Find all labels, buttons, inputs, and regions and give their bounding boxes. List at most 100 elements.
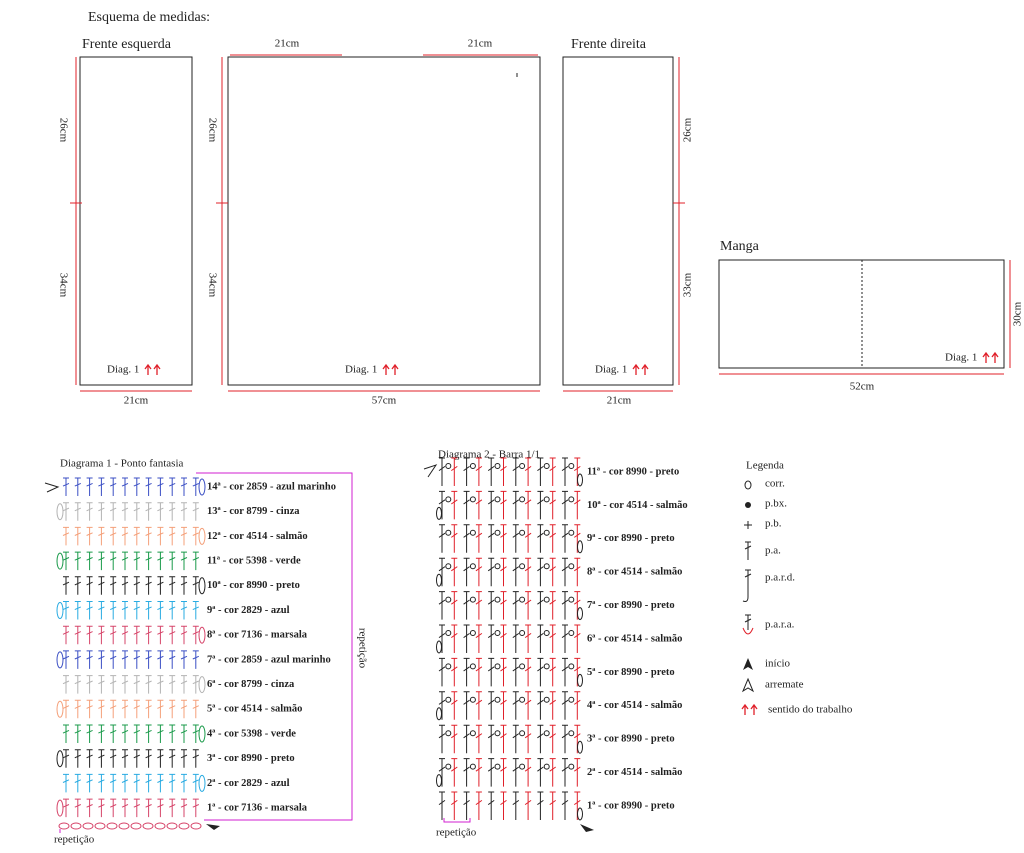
row-label: 7ª - cor 2859 - azul marinho: [207, 654, 331, 665]
stitch: [561, 724, 569, 754]
stitch: [561, 524, 569, 553]
stitch: [475, 691, 483, 720]
measure-label: 21cm: [275, 38, 300, 50]
stitch: [192, 526, 200, 546]
stitch: [109, 724, 117, 743]
stitch: [74, 601, 82, 620]
stitch: [86, 576, 93, 595]
legend-symbol: [742, 569, 752, 602]
start-marker: [580, 824, 594, 832]
stitch: [192, 625, 200, 645]
stitch-row: [56, 650, 200, 669]
legend-symbol: [744, 614, 752, 630]
measure-label: 34cm: [57, 273, 69, 298]
row-label: 13ª - cor 8799 - cinza: [207, 506, 300, 517]
stitch: [133, 625, 141, 645]
stitch: [500, 691, 507, 720]
post-loop: [543, 529, 550, 536]
stitch: [86, 699, 93, 719]
row-label: 9ª - cor 2829 - azul: [207, 605, 290, 616]
stitch: [451, 691, 458, 720]
post-loop: [494, 529, 501, 536]
stitch: [574, 624, 581, 653]
stitch-row: [62, 526, 206, 546]
measure-label: 33cm: [682, 272, 694, 297]
stitch: [86, 625, 93, 645]
stitch: [62, 502, 70, 521]
post-loop: [543, 630, 550, 636]
chain-loop: [436, 640, 442, 654]
row-label: 11ª - cor 8990 - preto: [587, 466, 679, 477]
stitch: [98, 699, 105, 719]
stitch: [62, 699, 70, 719]
row-label: 1ª - cor 7136 - marsala: [207, 803, 308, 814]
post-loop: [494, 596, 501, 603]
stitch: [62, 576, 70, 595]
post-loop: [494, 663, 501, 670]
stitch: [500, 724, 507, 754]
stitch: [475, 657, 483, 687]
stitch: [512, 591, 520, 620]
chain-loop: [56, 503, 64, 521]
stitch: [109, 601, 117, 620]
stitch: [145, 724, 152, 743]
stitch: [537, 457, 544, 486]
chain-loop: [436, 707, 442, 721]
stitch: [475, 557, 483, 587]
legend-symbol: [744, 521, 752, 529]
post-loop: [445, 696, 452, 703]
stitch: [74, 650, 82, 669]
stitch: [537, 591, 544, 620]
post-loop: [568, 730, 575, 737]
stitch: [192, 773, 200, 793]
stitch: [133, 724, 141, 743]
chain-loop: [56, 700, 64, 718]
post-loop: [469, 529, 476, 536]
measure-label: 52cm: [850, 381, 875, 393]
chain-loop: [56, 799, 64, 817]
stitch: [157, 773, 164, 793]
post-loop: [519, 630, 526, 636]
stitch: [537, 557, 544, 587]
post-loop: [469, 596, 476, 603]
stitch-row: [438, 724, 583, 754]
post-loop: [568, 630, 575, 636]
start-marker: [206, 824, 220, 830]
stitch: [537, 758, 544, 787]
stitch: [537, 657, 544, 687]
stitch: [537, 691, 544, 720]
stitch-row: [56, 502, 200, 521]
stitch: [121, 477, 129, 496]
post-loop: [469, 696, 476, 703]
stitch: [145, 675, 152, 694]
stitch: [62, 551, 70, 571]
post-loop: [568, 463, 575, 469]
stitch: [463, 557, 470, 587]
row-label: 5ª - cor 8990 - preto: [587, 667, 675, 678]
stitch: [121, 576, 129, 595]
stitch: [463, 490, 470, 520]
stitch: [549, 557, 556, 587]
post-loop: [445, 496, 452, 503]
stitch: [524, 624, 532, 653]
stitch: [512, 524, 520, 553]
stitch: [98, 601, 105, 620]
legend-symbol: [741, 677, 755, 693]
stitch: [74, 773, 82, 793]
legend-symbol: [744, 541, 752, 560]
row-label: 8ª - cor 7136 - marsala: [207, 630, 308, 641]
post-loop: [568, 563, 575, 570]
end-marker: [44, 482, 60, 493]
stitch: [561, 557, 569, 587]
stitch-row: [438, 591, 583, 621]
chain-loop: [198, 527, 206, 545]
stitch: [133, 650, 141, 669]
stitch: [537, 624, 544, 653]
stitch-row: [436, 557, 581, 587]
stitch: [109, 675, 117, 694]
stitch: [487, 591, 495, 620]
stitch: [121, 601, 129, 620]
stitch: [549, 524, 556, 553]
repeat-label: repetição: [436, 827, 477, 839]
